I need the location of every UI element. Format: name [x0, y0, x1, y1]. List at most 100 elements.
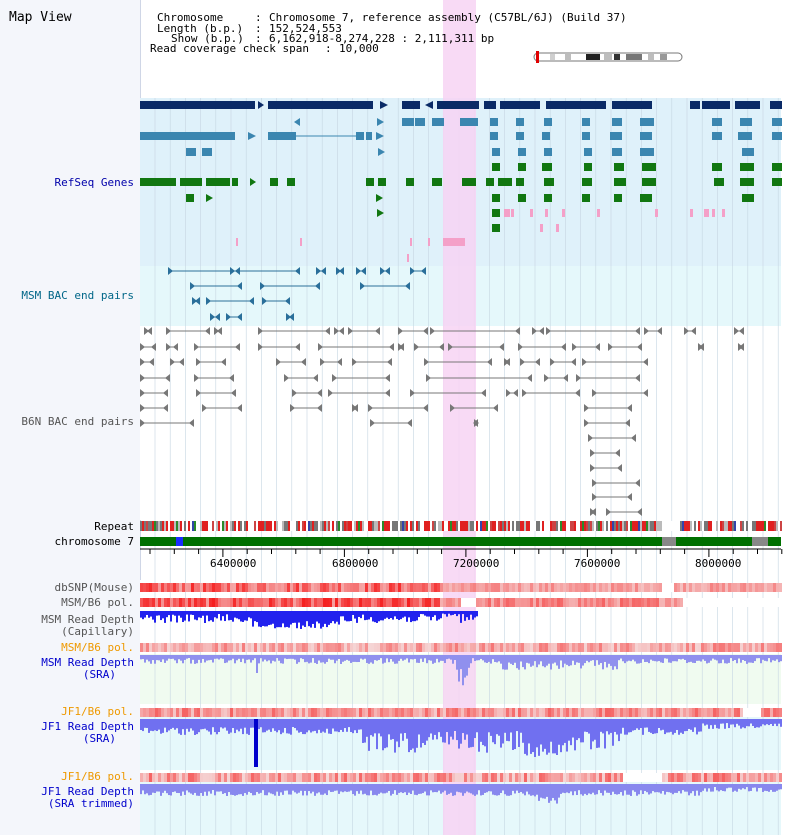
read-depth-bar [442, 784, 444, 793]
gene-exon [740, 178, 754, 186]
read-depth-bar [228, 655, 230, 661]
heatmap-cell [446, 598, 449, 607]
bac-end-arrow [206, 297, 211, 305]
track-label-msm-bac[interactable]: MSM BAC end pairs [21, 289, 134, 302]
bac-end-arrow [617, 464, 622, 472]
heatmap-cell [218, 643, 221, 652]
read-depth-bar [630, 719, 632, 733]
read-depth-bar [690, 655, 692, 662]
repeat-element [744, 521, 746, 531]
track-label-repeat[interactable]: Repeat [94, 520, 134, 533]
repeat-element [698, 521, 700, 531]
heatmap-cell [680, 773, 683, 782]
read-depth-bar [450, 611, 452, 616]
bac-end-arrow [592, 493, 597, 501]
gene-exon [642, 163, 656, 171]
read-depth-bar [656, 655, 658, 662]
read-depth-bar [414, 611, 416, 622]
read-depth-bar [278, 655, 280, 661]
heatmap-cell [596, 583, 599, 592]
read-depth-bar [438, 784, 440, 791]
track-label-msm-depth-capillary[interactable]: MSM Read Depth [41, 613, 134, 626]
repeat-element [302, 521, 304, 531]
read-depth-bar [412, 611, 414, 622]
read-depth-bar [168, 611, 170, 616]
heatmap-cell [497, 773, 500, 782]
track-label-jf1-depth-sra[interactable]: JF1 Read Depth [41, 720, 134, 733]
track-label-refseq[interactable]: RefSeq Genes [54, 176, 134, 189]
heatmap-cell [323, 708, 326, 717]
heatmap-cell [557, 773, 560, 782]
heatmap-cell [614, 708, 617, 717]
track-label-msm-depth-sra[interactable]: MSM Read Depth [41, 656, 134, 669]
read-depth-bar [168, 784, 170, 796]
read-depth-bar [628, 719, 630, 733]
heatmap-cell [479, 773, 482, 782]
repeat-track [140, 521, 782, 531]
read-depth-bar [252, 719, 254, 728]
read-depth-bar [322, 719, 324, 732]
track-label-dbsnp[interactable]: dbSNP(Mouse) [54, 581, 134, 594]
read-depth-bar [598, 719, 600, 748]
heatmap-cell [533, 643, 536, 652]
read-depth-bar [748, 655, 750, 663]
repeat-element [624, 521, 626, 531]
read-depth-bar [772, 655, 774, 661]
heatmap-cell [152, 598, 155, 607]
heatmap-cell [593, 643, 596, 652]
read-depth-bar [624, 719, 626, 735]
read-depth-bar [362, 655, 364, 660]
repeat-element [372, 521, 374, 531]
read-depth-bar [162, 611, 164, 619]
read-depth-bar [150, 655, 152, 664]
read-depth-bar [332, 611, 334, 622]
bac-end-arrow [380, 267, 385, 275]
track-label-jf1-b6-pol-2[interactable]: JF1/B6 pol. [61, 770, 134, 783]
read-depth-bar [288, 719, 290, 734]
read-depth-bar [532, 655, 534, 666]
heatmap-cell [545, 583, 548, 592]
heatmap-cell [506, 643, 509, 652]
heatmap-cell [638, 583, 641, 592]
track-label-chromosome: chromosome 7 [54, 535, 134, 548]
track-label-b6n-bac[interactable]: B6N BAC end pairs [21, 415, 134, 428]
heatmap-cell [305, 643, 308, 652]
repeat-element [776, 521, 778, 531]
heatmap-cell [644, 708, 647, 717]
read-depth-bar [348, 611, 350, 622]
heatmap-cell [431, 583, 434, 592]
heatmap-cell [203, 643, 206, 652]
track-label-msm-b6-pol[interactable]: MSM/B6 pol. [61, 596, 134, 609]
track-label-jf1-depth-trimmed[interactable]: JF1 Read Depth [41, 785, 134, 798]
read-depth-bar [470, 784, 472, 794]
read-depth-bar [172, 784, 174, 793]
read-depth-bar [630, 784, 632, 796]
repeat-element [436, 521, 438, 531]
heatmap-cell [227, 708, 230, 717]
bac-end-arrow [410, 267, 415, 275]
read-depth-bar [160, 611, 162, 621]
heatmap-cell [431, 708, 434, 717]
bac-end-arrow [334, 327, 339, 335]
gene-feature-pink [410, 238, 412, 246]
read-depth-bar [472, 655, 474, 659]
read-depth-bar [390, 611, 392, 619]
read-depth-bar [300, 655, 302, 659]
repeat-element [216, 521, 218, 531]
heatmap-cell [575, 708, 578, 717]
repeat-element [716, 521, 718, 531]
read-depth-bar [386, 655, 388, 659]
read-depth-bar [554, 784, 556, 801]
read-depth-bar [288, 655, 290, 659]
read-depth-bar [346, 784, 348, 792]
heatmap-cell [608, 598, 611, 607]
length-value: 152,524,553 [269, 22, 342, 35]
heatmap-cell [626, 583, 629, 592]
read-depth-bar [372, 611, 374, 622]
read-depth-bar [242, 655, 244, 659]
heatmap-cell [485, 598, 488, 607]
track-label-msm-b6-pol-2[interactable]: MSM/B6 pol. [61, 641, 134, 654]
heatmap-cell [746, 773, 749, 782]
track-label-jf1-b6-pol[interactable]: JF1/B6 pol. [61, 705, 134, 718]
